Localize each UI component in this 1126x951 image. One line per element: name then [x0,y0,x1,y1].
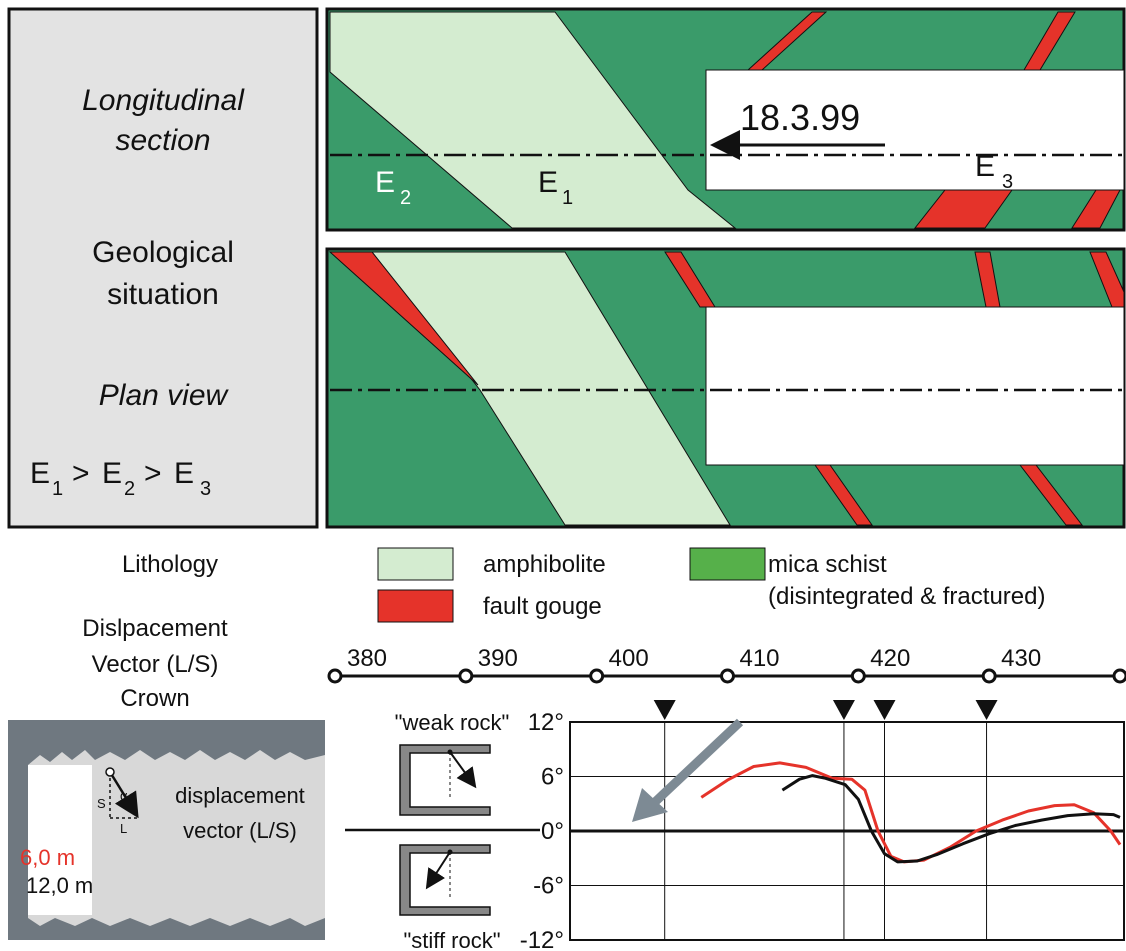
x-tick [460,670,472,682]
y-tick-label: 0° [541,818,564,845]
legend-label: mica schist [768,551,887,578]
legend-swatch [690,548,765,580]
series-line [782,776,1120,862]
label: Plan view [99,379,230,412]
label: α [120,788,128,803]
x-axis-end [1114,670,1126,682]
label: 2 [124,478,135,500]
label: > [72,457,90,490]
label: Vector (L/S) [92,651,219,678]
label: E [30,457,50,490]
label: Longitudinal [82,84,245,117]
x-tick-label: 380 [347,645,387,672]
stiff-icon [400,845,490,915]
e-label: E [375,166,395,199]
marker-triangle [874,700,896,720]
legend-label: fault gouge [483,593,602,620]
x-tick-label: 400 [609,645,649,672]
legend-swatch [378,590,453,622]
label: displacement [175,783,305,808]
chart: 380 390 400 410 420 430 12° 6° 0° -6° -12° [329,645,1126,951]
label: Crown [120,685,189,712]
label: 12,0 m [26,873,93,898]
label: section [115,124,210,157]
x-tick [591,670,603,682]
label: S [97,796,106,811]
x-tick-label: 420 [870,645,910,672]
x-tick-label: 390 [478,645,518,672]
e-label: 2 [400,187,411,209]
legend: amphibolite fault gouge mica schist (disint… [378,548,1045,622]
label: 1 [52,478,63,500]
x-tick [329,670,341,682]
longitudinal-section: 18.3.99 E 2 E 1 E 3 [327,9,1124,230]
label: L [120,821,127,836]
legend-note: (disintegrated & fractured) [768,583,1045,610]
trend-arrow [655,722,740,802]
legend-swatch [378,548,453,580]
label: > [144,457,162,490]
label: "stiff rock" [403,928,500,951]
legend-label: amphibolite [483,551,606,578]
label: vector (L/S) [183,818,297,843]
label: E [102,457,122,490]
label: E [174,457,194,490]
e-label: E [538,166,558,199]
y-tick-label: 6° [541,764,564,791]
marker-triangle [976,700,998,720]
x-tick-label: 410 [739,645,779,672]
label: 3 [200,478,211,500]
label: Geological [92,236,234,269]
marker-triangle [833,700,855,720]
y-tick-label: -12° [520,927,564,951]
weak-icon [400,745,490,815]
e-label: E [975,150,995,183]
e-label: 1 [562,187,573,209]
plan-view [327,249,1124,527]
label: situation [107,278,219,311]
date-label: 18.3.99 [740,97,860,138]
label: "weak rock" [395,710,510,735]
legend-title: Lithology [122,551,218,578]
x-tick-label: 430 [1001,645,1041,672]
x-tick [983,670,995,682]
figure: Longitudinal section Geological situatio… [0,0,1126,951]
y-tick-label: -6° [533,873,564,900]
inset: S α L displacement vector (L/S) 6,0 m 12… [8,720,325,940]
label: 6,0 m [20,845,75,870]
marker-triangle [654,700,676,720]
e-label: 3 [1002,171,1013,193]
y-tick-label: 12° [528,709,564,736]
label: Dislpacement [82,615,228,642]
x-tick [852,670,864,682]
series-line [701,763,1120,862]
x-tick [722,670,734,682]
